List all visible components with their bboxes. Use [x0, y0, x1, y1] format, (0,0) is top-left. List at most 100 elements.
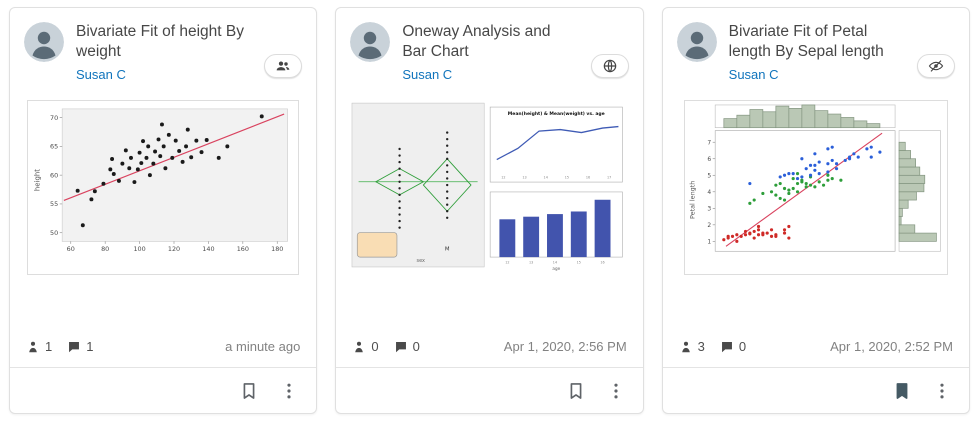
more-menu-button[interactable] — [270, 372, 308, 410]
report-thumbnail[interactable]: sex M Mean(height) & Mean(weight) vs. age… — [350, 99, 629, 281]
card-header: Bivariate Fit of height By weight Susan … — [10, 8, 316, 84]
stats-row: 3 0 Apr 1, 2020, 2:52 PM — [663, 339, 969, 367]
svg-text:60: 60 — [67, 245, 75, 253]
bookmark-icon — [570, 382, 582, 399]
svg-text:15: 15 — [565, 175, 569, 179]
bookmark-icon — [896, 382, 908, 399]
svg-text:12: 12 — [502, 175, 506, 179]
card-head-text: Bivariate Fit of height By weight Susan … — [76, 22, 252, 84]
svg-text:70: 70 — [50, 114, 58, 122]
oneway-analysis-thumbnail: sex M Mean(height) & Mean(weight) vs. age… — [350, 99, 629, 275]
comments-count: 0 — [412, 339, 420, 354]
svg-text:16: 16 — [586, 175, 590, 179]
report-card[interactable]: Oneway Analysis and Bar Chart Susan C se… — [335, 7, 644, 414]
author-link[interactable]: Susan C — [76, 66, 126, 82]
author-link[interactable]: Susan C — [402, 66, 453, 82]
person-avatar-icon — [676, 22, 717, 62]
person-avatar-icon — [350, 22, 391, 62]
card-actions — [336, 367, 643, 413]
svg-text:160: 160 — [237, 245, 249, 253]
timestamp: a minute ago — [225, 339, 301, 354]
hidden-eye-slash-icon — [928, 60, 944, 72]
report-card[interactable]: Bivariate Fit of height By weight Susan … — [9, 7, 318, 414]
svg-text:13: 13 — [529, 261, 533, 265]
card-head-text: Oneway Analysis and Bar Chart Susan C — [402, 22, 578, 84]
shared-people-icon — [276, 61, 290, 71]
bookmark-button[interactable] — [557, 372, 595, 410]
svg-text:13: 13 — [523, 175, 527, 179]
kebab-menu-icon — [940, 383, 944, 398]
svg-text:6: 6 — [707, 156, 711, 163]
svg-text:7: 7 — [707, 139, 711, 146]
views-icon — [681, 341, 690, 352]
comments-stat: 1 — [67, 339, 93, 354]
svg-text:16: 16 — [601, 261, 605, 265]
views-icon — [29, 341, 37, 352]
svg-text:3: 3 — [707, 205, 711, 212]
avatar[interactable] — [350, 22, 391, 62]
svg-text:age: age — [553, 266, 561, 271]
svg-text:50: 50 — [50, 229, 58, 237]
comments-count: 0 — [738, 339, 747, 354]
svg-text:17: 17 — [607, 175, 611, 179]
svg-text:80: 80 — [101, 245, 109, 253]
stats-row: 0 0 Apr 1, 2020, 2:56 PM — [336, 339, 642, 367]
more-menu-button[interactable] — [923, 372, 961, 410]
report-title[interactable]: Oneway Analysis and Bar Chart — [402, 23, 551, 61]
svg-text:55: 55 — [50, 200, 58, 208]
kebab-menu-icon — [614, 383, 618, 398]
svg-text:140: 140 — [202, 245, 214, 253]
kebab-menu-icon — [287, 383, 291, 398]
scatter-plot-thumbnail: 60 80 100 120 140 160 180 50 55 60 65 70 height — [27, 99, 300, 275]
svg-text:5: 5 — [707, 172, 711, 179]
bookmark-button[interactable] — [230, 372, 268, 410]
comments-stat: 0 — [720, 339, 746, 354]
card-actions — [10, 367, 317, 413]
comments-count: 1 — [86, 339, 94, 354]
author-link[interactable]: Susan C — [728, 66, 779, 82]
person-avatar-icon — [24, 22, 64, 62]
svg-text:Mean(height) & Mean(weight) vs: Mean(height) & Mean(weight) vs. age — [508, 111, 605, 117]
bivariate-scatter-plot: 60 80 100 120 140 160 180 50 55 60 65 70 height — [34, 108, 289, 253]
avatar[interactable] — [676, 22, 717, 62]
report-thumbnail[interactable]: 60 80 100 120 140 160 180 50 55 60 65 70 height — [24, 99, 302, 281]
bookmark-button[interactable] — [883, 372, 921, 410]
comments-stat: 0 — [394, 339, 420, 354]
views-count: 3 — [697, 339, 705, 354]
report-thumbnail[interactable]: 1 2 3 4 5 6 7 Petal length — [677, 99, 955, 281]
card-actions — [662, 367, 969, 413]
more-menu-button[interactable] — [597, 372, 635, 410]
scatter-with-histograms-thumbnail: 1 2 3 4 5 6 7 Petal length — [683, 99, 948, 275]
bar-chart: 12 13 14 15 16 age — [490, 191, 624, 271]
svg-text:15: 15 — [577, 261, 581, 265]
report-title[interactable]: Bivariate Fit of Petal length By Sepal l… — [728, 23, 884, 61]
svg-text:65: 65 — [50, 143, 58, 151]
svg-text:M: M — [445, 246, 450, 252]
views-count: 1 — [45, 339, 53, 354]
card-header: Bivariate Fit of Petal length By Sepal l… — [663, 8, 969, 84]
timestamp: Apr 1, 2020, 2:52 PM — [830, 339, 953, 354]
public-globe-icon — [603, 59, 616, 73]
report-title[interactable]: Bivariate Fit of height By weight — [76, 23, 244, 61]
visibility-badge — [590, 54, 629, 78]
avatar[interactable] — [24, 22, 64, 62]
svg-text:100: 100 — [134, 245, 146, 253]
visibility-badge — [264, 54, 303, 78]
oneway-plot: sex M — [352, 102, 485, 268]
stats-row: 1 1 a minute ago — [10, 339, 316, 367]
svg-text:14: 14 — [553, 261, 557, 265]
svg-text:14: 14 — [544, 175, 548, 179]
petal-length-histogram — [898, 130, 941, 252]
comments-icon — [721, 341, 732, 352]
mean-line-chart: Mean(height) & Mean(weight) vs. age 12 13 1… — [490, 106, 624, 183]
timestamp: Apr 1, 2020, 2:56 PM — [503, 339, 627, 354]
svg-text:sex: sex — [417, 258, 426, 264]
comments-icon — [69, 341, 80, 352]
svg-text:120: 120 — [168, 245, 180, 253]
report-card[interactable]: Bivariate Fit of Petal length By Sepal l… — [661, 7, 970, 414]
comments-icon — [395, 341, 406, 352]
sepal-length-histogram — [714, 104, 896, 128]
svg-text:Petal length: Petal length — [688, 181, 696, 219]
svg-text:12: 12 — [506, 261, 510, 265]
